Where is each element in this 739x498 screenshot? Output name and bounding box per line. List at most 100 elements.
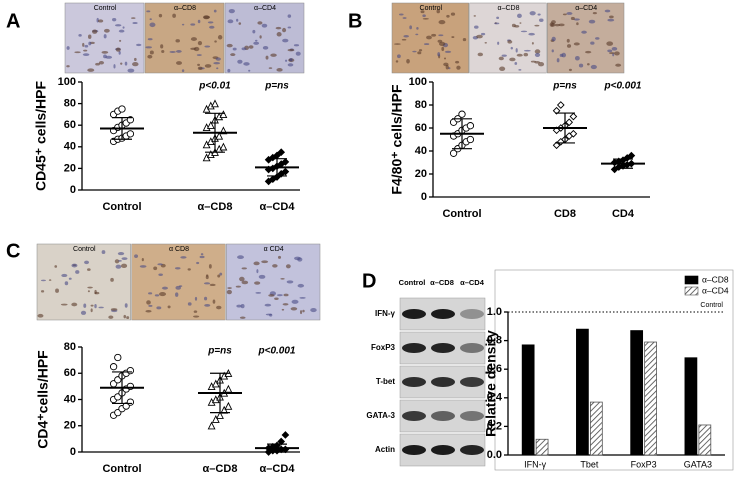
blot-row-label: T-bet (376, 377, 395, 386)
micrograph-cell (187, 302, 192, 306)
micrograph-cell (558, 23, 565, 27)
legend-label: α–CD8 (702, 274, 729, 284)
micrograph-cell (426, 35, 432, 40)
micrograph-cell (451, 36, 455, 38)
data-point (449, 149, 458, 157)
micrograph-cell (82, 42, 85, 47)
micrograph-cell (609, 15, 614, 19)
micrograph-cell (588, 19, 596, 24)
micrograph-cell (214, 40, 217, 43)
image-label: Control (94, 5, 117, 12)
micrograph-cell (124, 303, 128, 308)
micrograph-cell (241, 47, 247, 51)
y-tick-label: 0.6 (487, 363, 502, 375)
micrograph-cell (538, 18, 544, 22)
micrograph-cell (112, 17, 117, 22)
micrograph-cell (82, 53, 90, 57)
micrograph-cell (92, 29, 98, 34)
micrograph-cell (394, 43, 401, 45)
micrograph-cell (123, 314, 127, 319)
micrograph-cell (178, 285, 183, 287)
micrograph-cell (95, 62, 100, 66)
micrograph-cell (462, 38, 467, 42)
blot-band (431, 309, 455, 319)
micrograph-cell (239, 276, 245, 282)
y-tick-label: 0.4 (487, 392, 503, 404)
micrograph-cell (148, 304, 153, 307)
data-point (277, 148, 286, 157)
micrograph-cell (193, 315, 200, 318)
micrograph-cell (119, 39, 122, 42)
micrograph-cell (104, 28, 110, 33)
blot-row-label: GATA-3 (366, 411, 395, 420)
micrograph-cell (136, 43, 142, 47)
micrograph-cell (40, 279, 46, 282)
data-point (211, 99, 219, 108)
micrograph-cell (568, 68, 572, 72)
micrograph-cell (114, 259, 120, 264)
micrograph-cell (417, 51, 422, 55)
micrograph-cell (561, 52, 567, 58)
micrograph-cell (284, 59, 288, 62)
y-tick-label: 60 (415, 122, 427, 134)
micrograph-cell (194, 296, 198, 301)
micrograph-cell (196, 261, 200, 265)
y-tick-label: 80 (415, 99, 427, 111)
micrograph-cell (141, 257, 144, 262)
x-tick-label: Control (102, 463, 141, 475)
micrograph-cell (261, 260, 269, 264)
data-point (466, 122, 475, 130)
micrograph-cell (132, 61, 139, 67)
p-value-label: p=ns (264, 81, 289, 92)
x-tick-label: α–CD4 (260, 463, 296, 475)
micrograph-cell (529, 11, 536, 16)
micrograph-cell (175, 50, 182, 53)
micrograph-cell (294, 256, 301, 261)
micrograph-cell (566, 12, 573, 15)
micrograph-cell (227, 68, 231, 73)
micrograph-cell (243, 62, 250, 66)
micrograph-cell (66, 46, 70, 50)
micrograph-cell (181, 23, 185, 26)
legend-label: α–CD4 (702, 285, 729, 295)
bar (644, 341, 657, 456)
micrograph-cell (108, 315, 114, 319)
micrograph-cell (551, 20, 556, 24)
micrograph-cell (293, 44, 300, 47)
micrograph-cell (134, 57, 137, 62)
micrograph-cell (514, 61, 518, 65)
micrograph-cell (80, 310, 87, 315)
data-point (126, 398, 135, 406)
blot-row-label: IFN-γ (375, 309, 396, 318)
micrograph-cell (134, 254, 139, 258)
data-point (565, 118, 574, 127)
y-axis-label: Relative density (483, 330, 499, 437)
micrograph-cell (283, 293, 289, 297)
image-label: α–CD4 (575, 5, 597, 12)
micrograph-cell (299, 296, 306, 299)
micrograph-cell (534, 52, 541, 57)
micrograph-cell (287, 63, 294, 67)
micrograph-cell (197, 66, 203, 70)
micrograph-cell (438, 34, 444, 37)
micrograph-cell (241, 267, 247, 270)
bar (589, 401, 603, 456)
micrograph-cell (37, 313, 44, 318)
micrograph-cell (501, 54, 507, 57)
blot-band (402, 343, 426, 353)
y-tick-label: 40 (64, 393, 76, 405)
micrograph-cell (159, 292, 167, 297)
data-point (556, 101, 565, 109)
data-point (211, 414, 220, 423)
blot-row-label: Actin (375, 445, 395, 454)
image-label: α CD4 (264, 246, 284, 253)
panel-letter: D (362, 270, 376, 292)
y-tick-label: 0.2 (487, 420, 502, 432)
micrograph-cell (397, 54, 401, 59)
y-tick-label: 0 (421, 191, 427, 203)
micrograph-cell (87, 286, 93, 289)
micrograph-cell (498, 56, 504, 61)
micrograph-cell (474, 25, 479, 29)
data-point (109, 363, 118, 371)
micrograph-cell (441, 46, 445, 52)
